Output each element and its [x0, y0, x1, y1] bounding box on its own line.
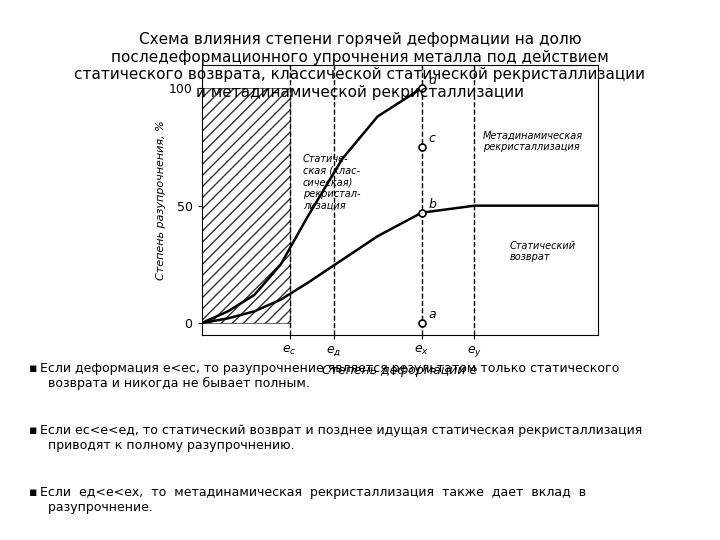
Text: Статический
возврат: Статический возврат	[510, 241, 576, 262]
Text: Если eс<e<eд, то статический возврат и позднее идущая статическая рекристаллизац: Если eс<e<eд, то статический возврат и п…	[40, 424, 642, 452]
Text: ▪: ▪	[29, 486, 37, 499]
Text: Если деформация e<eс, то разупрочнение является результатом только статического
: Если деформация e<eс, то разупрочнение я…	[40, 362, 619, 390]
Text: ▪: ▪	[29, 362, 37, 375]
X-axis label: Степень деформации е: Степень деформации е	[322, 364, 477, 377]
Text: Статиче-
ская (клас-
сическая)
рекристал-
лизация: Статиче- ская (клас- сическая) рекристал…	[303, 154, 360, 211]
Text: ▪: ▪	[29, 424, 37, 437]
Text: Если  eд<e<eх,  то  метадинамическая  рекристаллизация  также  дает  вклад  в
  : Если eд<e<eх, то метадинамическая рекрис…	[40, 486, 586, 514]
Text: d: d	[428, 73, 436, 86]
Text: Схема влияния степени горячей деформации на долю
последеформационного упрочнения: Схема влияния степени горячей деформации…	[74, 32, 646, 99]
Y-axis label: Степень разупрочнения, %: Степень разупрочнения, %	[156, 120, 166, 280]
Text: c: c	[428, 132, 436, 145]
Text: Метадинамическая
рекристаллизация: Метадинамическая рекристаллизация	[483, 131, 583, 152]
Text: b: b	[428, 198, 436, 211]
Text: a: a	[428, 308, 436, 321]
